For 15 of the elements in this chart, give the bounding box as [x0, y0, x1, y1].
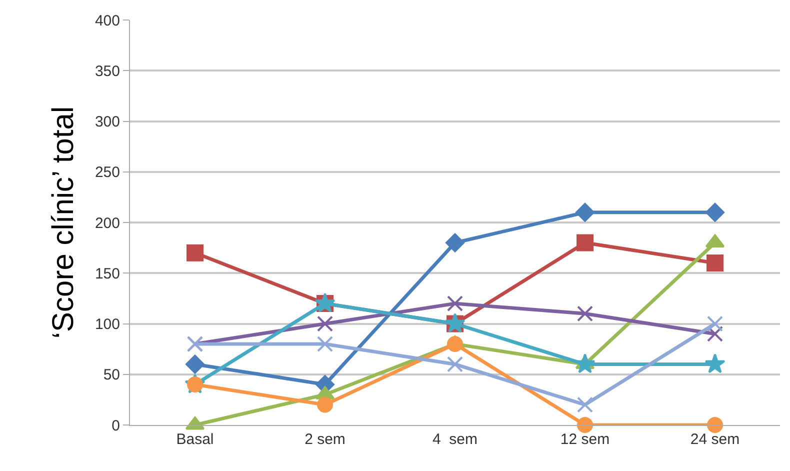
y-tick-label: 100 [94, 316, 120, 333]
x-tick-label: 4 sem [432, 431, 478, 448]
y-tick-label: 350 [94, 62, 120, 80]
y-tick-label: 150 [94, 265, 120, 282]
x-tick-label: 12 sem [560, 431, 610, 448]
y-tick-label: 300 [94, 114, 120, 130]
y-tick-label: 400 [94, 12, 120, 30]
x-tick-label: 2 sem [304, 431, 346, 448]
y-tick-label: 0 [112, 417, 120, 434]
y-tick-label: 50 [103, 366, 120, 384]
y-tick-label: 250 [94, 164, 120, 182]
x-tick-label: 24 sem [690, 431, 740, 448]
y-axis-title: ‘Score clínic’ total [46, 106, 80, 339]
y-tick-label: 200 [94, 214, 120, 232]
x-tick-label: Basal [176, 431, 214, 448]
